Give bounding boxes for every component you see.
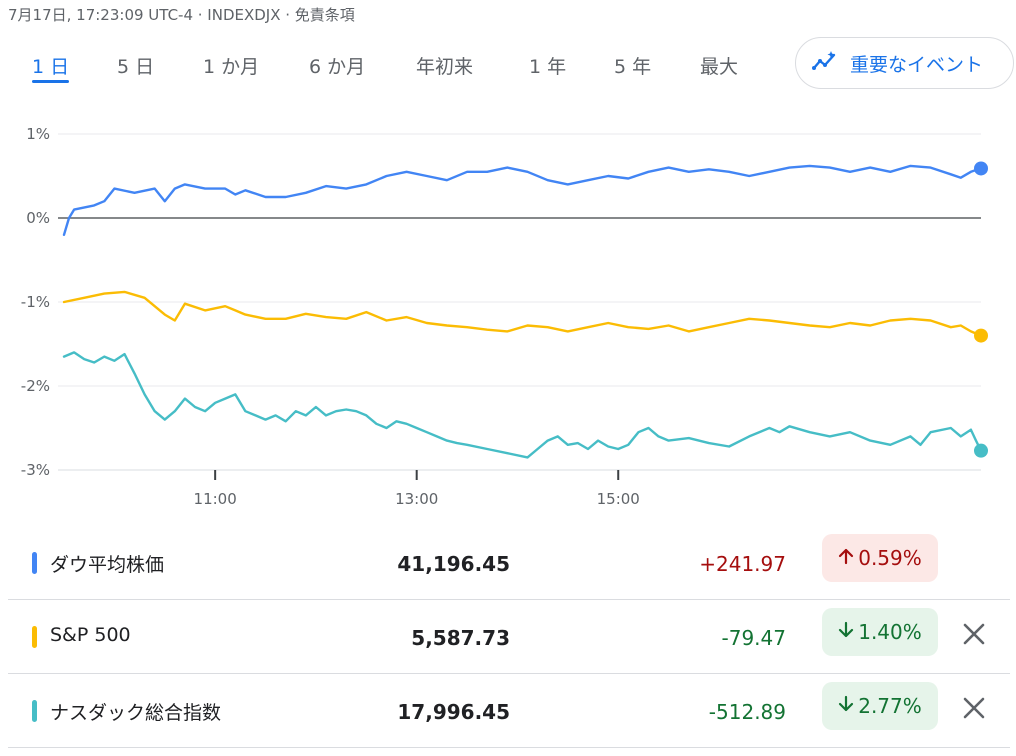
y-tick-label: 1% xyxy=(26,125,50,143)
tab-6m[interactable]: 6 か月 xyxy=(309,52,365,79)
y-tick-label: 0% xyxy=(26,209,50,227)
tab-ytd[interactable]: 年初来 xyxy=(416,52,473,79)
key-events-button[interactable]: 重要なイベント xyxy=(795,37,1014,89)
series-color-swatch xyxy=(32,700,37,722)
remove-comparison-button[interactable] xyxy=(962,622,986,646)
close-icon xyxy=(963,623,985,645)
percent-change-badge: 2.77% xyxy=(822,682,938,730)
tab-label: 1 か月 xyxy=(203,56,260,78)
tab-active-indicator xyxy=(32,80,70,83)
key-events-label: 重要なイベント xyxy=(850,53,984,76)
index-row-nasdaq[interactable]: ナスダック総合指数 17,996.45 -512.89 2.77% xyxy=(8,674,1010,748)
tab-1y[interactable]: 1 年 xyxy=(529,52,566,79)
row-divider xyxy=(8,599,1010,600)
sparkle-trend-icon xyxy=(812,50,838,76)
tab-label: 5 日 xyxy=(117,56,155,78)
percent-change: 1.40% xyxy=(858,620,922,644)
x-tick-label: 11:00 xyxy=(194,490,237,508)
tab-label: 1 年 xyxy=(529,56,567,78)
tab-5d[interactable]: 5 日 xyxy=(117,52,154,79)
series-end-point-3 xyxy=(974,443,988,458)
header-info: 7月17日, 17:23:09 UTC-4 · INDEXDJX · 免責条項 xyxy=(8,6,355,24)
index-name: ナスダック総合指数 xyxy=(50,702,222,724)
y-tick-label: -1% xyxy=(21,293,50,311)
index-value: 5,587.73 xyxy=(411,626,510,650)
percent-change-badge: 1.40% xyxy=(822,608,938,656)
index-change: -79.47 xyxy=(721,626,786,650)
arrow-down-icon xyxy=(838,694,854,718)
tab-1m[interactable]: 1 か月 xyxy=(203,52,259,79)
price-chart[interactable]: 1% 0% -1% -2% -3% 11:00 13:00 15:00 xyxy=(0,110,1016,520)
tab-label: 1 日 xyxy=(32,56,70,78)
tab-label: 最大 xyxy=(700,56,739,78)
tab-label: 6 か月 xyxy=(309,56,366,78)
index-value: 41,196.45 xyxy=(397,552,510,576)
index-row-dow[interactable]: ダウ平均株価 41,196.45 +241.97 0.59% xyxy=(8,526,1010,600)
tab-label: 5 年 xyxy=(614,56,652,78)
x-tick-label: 13:00 xyxy=(395,490,438,508)
percent-change-badge: 0.59% xyxy=(822,534,938,582)
row-divider xyxy=(8,673,1010,674)
series-end-point-1 xyxy=(974,161,988,176)
series-line-2 xyxy=(62,290,983,337)
series-color-swatch xyxy=(32,626,37,648)
index-value: 17,996.45 xyxy=(397,700,510,724)
y-tick-label: -3% xyxy=(21,461,50,479)
x-tick-label: 15:00 xyxy=(597,490,640,508)
percent-change: 2.77% xyxy=(858,694,922,718)
index-change: -512.89 xyxy=(708,700,786,724)
y-tick-label: -2% xyxy=(21,377,50,395)
index-row-sp500[interactable]: S&P 500 5,587.73 -79.47 1.40% xyxy=(8,600,1010,674)
index-name: S&P 500 xyxy=(50,624,131,646)
arrow-up-icon xyxy=(838,546,854,570)
close-icon xyxy=(963,697,985,719)
series-color-swatch xyxy=(32,552,37,574)
tab-1d[interactable]: 1 日 xyxy=(32,52,70,83)
series-end-point-2 xyxy=(974,328,988,343)
remove-comparison-button[interactable] xyxy=(962,696,986,720)
series-line-3 xyxy=(62,351,983,459)
tab-label: 年初来 xyxy=(416,56,474,78)
series-line-1 xyxy=(62,164,983,236)
tab-max[interactable]: 最大 xyxy=(700,52,738,79)
arrow-down-icon xyxy=(838,620,854,644)
row-divider xyxy=(8,747,1010,748)
tab-5y[interactable]: 5 年 xyxy=(614,52,651,79)
index-name: ダウ平均株価 xyxy=(50,554,165,576)
index-change: +241.97 xyxy=(699,552,786,576)
percent-change: 0.59% xyxy=(858,546,922,570)
